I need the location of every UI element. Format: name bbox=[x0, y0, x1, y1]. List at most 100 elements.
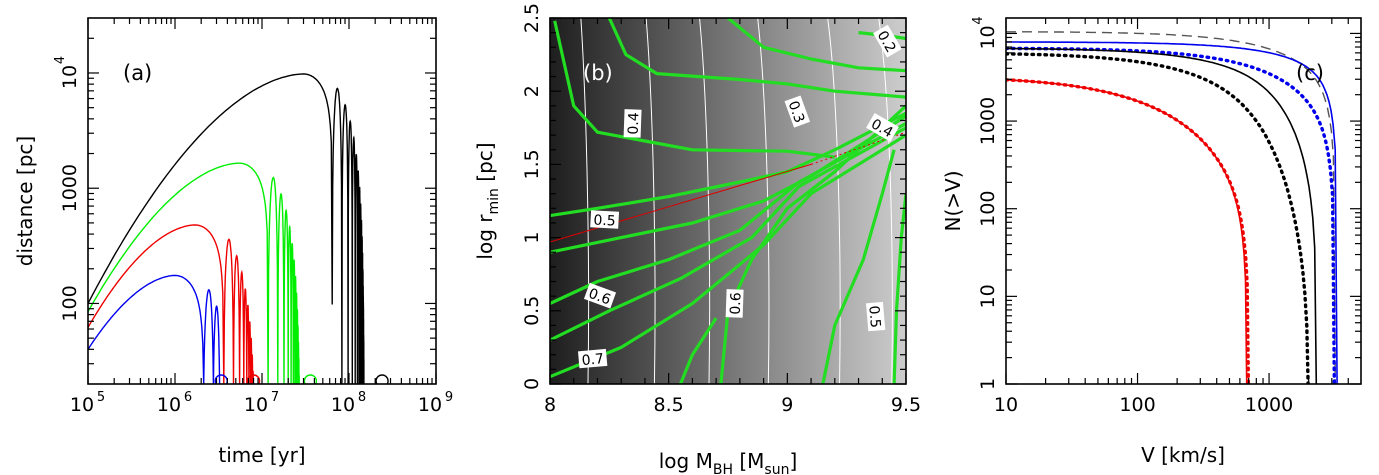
y-tick-label: 1 bbox=[977, 378, 999, 390]
x-tick-label-exponent: 5 bbox=[97, 390, 105, 405]
series-0-return-marker bbox=[375, 374, 389, 384]
y-tick-label: 1000 bbox=[59, 164, 81, 212]
white-contour-4 bbox=[827, 18, 841, 384]
white-contour-0 bbox=[580, 18, 590, 384]
green-contour-7 bbox=[550, 126, 906, 342]
x-tick-label: 10 bbox=[418, 394, 442, 416]
series-6-dotted-line bbox=[1006, 78, 1251, 384]
contour-label-2: 0.3 bbox=[784, 95, 811, 128]
series-3-solid-line bbox=[1006, 47, 1318, 384]
y-tick-label: 100 bbox=[59, 285, 81, 321]
x-tick-label-exponent: 7 bbox=[271, 390, 279, 405]
panel-a-series bbox=[88, 73, 389, 384]
y-tick-label: 1.5 bbox=[521, 149, 543, 179]
y-tick-label: 100 bbox=[977, 191, 999, 227]
contour-label-text: 0.6 bbox=[728, 292, 745, 315]
contour-label-8: 0.5 bbox=[865, 301, 886, 332]
panel-b-x-axis-label: log MBH [Msun] bbox=[659, 449, 798, 475]
y-tick-label: 10 bbox=[977, 284, 999, 308]
panel-a-x-axis-label: time [yr] bbox=[218, 443, 305, 467]
green-contour-9 bbox=[719, 104, 906, 384]
red-fit-line bbox=[550, 163, 812, 243]
x-tick-label-exponent: 8 bbox=[358, 390, 366, 405]
y-tick-label: 2.5 bbox=[521, 3, 543, 33]
y-tick-label: 0 bbox=[521, 378, 543, 390]
series-1-distance-line bbox=[88, 162, 300, 384]
series-1-return-marker bbox=[303, 374, 318, 384]
contour-label-text: 0.5 bbox=[593, 212, 616, 229]
series-0-distance-line bbox=[88, 73, 365, 384]
series-3-distance-line bbox=[88, 274, 221, 384]
contour-label-bg bbox=[725, 289, 744, 318]
x-tick-label: 100 bbox=[1119, 394, 1155, 416]
panel-b-contours bbox=[550, 18, 906, 384]
series-4-dotted-line bbox=[1006, 52, 1310, 384]
y-tick-label: 0.5 bbox=[521, 296, 543, 326]
panel-c-frame bbox=[1005, 17, 1362, 385]
contour-label-bg bbox=[623, 109, 642, 138]
panel-a-label: (a) bbox=[123, 61, 152, 85]
green-contour-10 bbox=[821, 149, 896, 384]
series-0-dashed-line bbox=[1006, 31, 1336, 384]
series-5-solid-line bbox=[1006, 79, 1248, 384]
series-2-return-marker bbox=[246, 374, 261, 384]
contour-label-bg bbox=[590, 210, 620, 229]
green-contour-12 bbox=[679, 317, 718, 384]
white-contour-5 bbox=[878, 18, 893, 384]
contour-label-bg bbox=[873, 24, 902, 58]
contour-label-text: 0.5 bbox=[865, 305, 883, 329]
contour-label-text: 0.7 bbox=[581, 351, 605, 369]
green-contour-11 bbox=[892, 193, 906, 384]
y-tick-label: 1000 bbox=[977, 97, 999, 145]
green-contour-8 bbox=[550, 133, 906, 379]
x-tick-label: 1000 bbox=[1245, 394, 1293, 416]
panel-c-label: (c) bbox=[1296, 61, 1324, 85]
contour-label-bg bbox=[866, 113, 899, 142]
contour-label-4: 0.5 bbox=[590, 210, 620, 230]
contour-label-bg bbox=[577, 348, 608, 369]
y-tick-label-exponent: 4 bbox=[971, 16, 986, 24]
series-2-dotted-line bbox=[1006, 46, 1337, 384]
y-tick-label: 10 bbox=[59, 65, 81, 89]
x-tick-label: 10 bbox=[70, 394, 94, 416]
panel-b-label: (b) bbox=[583, 61, 613, 85]
series-1-solid-line bbox=[1006, 41, 1338, 384]
green-contour-4 bbox=[550, 111, 906, 218]
green-contour-2 bbox=[726, 18, 906, 73]
x-tick-label: 10 bbox=[994, 394, 1018, 416]
green-contour-1 bbox=[607, 18, 906, 99]
contour-label-7: 0.6 bbox=[725, 289, 745, 318]
contour-label-text: 0.6 bbox=[586, 286, 612, 309]
contour-label-bg bbox=[583, 282, 617, 309]
x-tick-label-exponent: 6 bbox=[184, 390, 192, 405]
x-tick-label-exponent: 9 bbox=[445, 390, 453, 405]
x-tick-label: 9.5 bbox=[891, 394, 921, 416]
contour-label-text: 0.3 bbox=[785, 99, 808, 125]
y-tick-label: 10 bbox=[977, 25, 999, 49]
panel-b-heatmap: 8 8.5 9 9.500.511.522.5 0.20.4 0.30.40.50.60… bbox=[473, 3, 921, 475]
x-tick-label: 10 bbox=[157, 394, 181, 416]
x-tick-label: 9 bbox=[781, 394, 793, 416]
series-2-distance-line bbox=[88, 224, 255, 384]
green-contour-0 bbox=[553, 20, 835, 159]
contour-label-text: 0.4 bbox=[626, 112, 643, 135]
contour-label-1: 0.4 bbox=[623, 109, 643, 138]
contour-label-5: 0.6 bbox=[583, 282, 617, 309]
contour-label-bg bbox=[784, 95, 811, 128]
contour-label-bg bbox=[865, 301, 886, 332]
y-tick-label: 1 bbox=[521, 232, 543, 244]
panel-a-y-axis-label: distance [pc] bbox=[13, 136, 37, 266]
panel-c-y-axis-label: N(>V) bbox=[941, 170, 965, 231]
panel-b-ticks: 8 8.5 9 9.5 0 0.5 1 1.5 2 2.5 bbox=[521, 3, 921, 416]
y-tick-label-exponent: 4 bbox=[53, 56, 68, 64]
x-tick-label: 8.5 bbox=[654, 394, 684, 416]
panel-b-frame bbox=[549, 17, 907, 385]
x-tick-label: 10 bbox=[331, 394, 355, 416]
red-fit-line-extension bbox=[810, 131, 906, 165]
y-tick-label: 2 bbox=[521, 85, 543, 97]
